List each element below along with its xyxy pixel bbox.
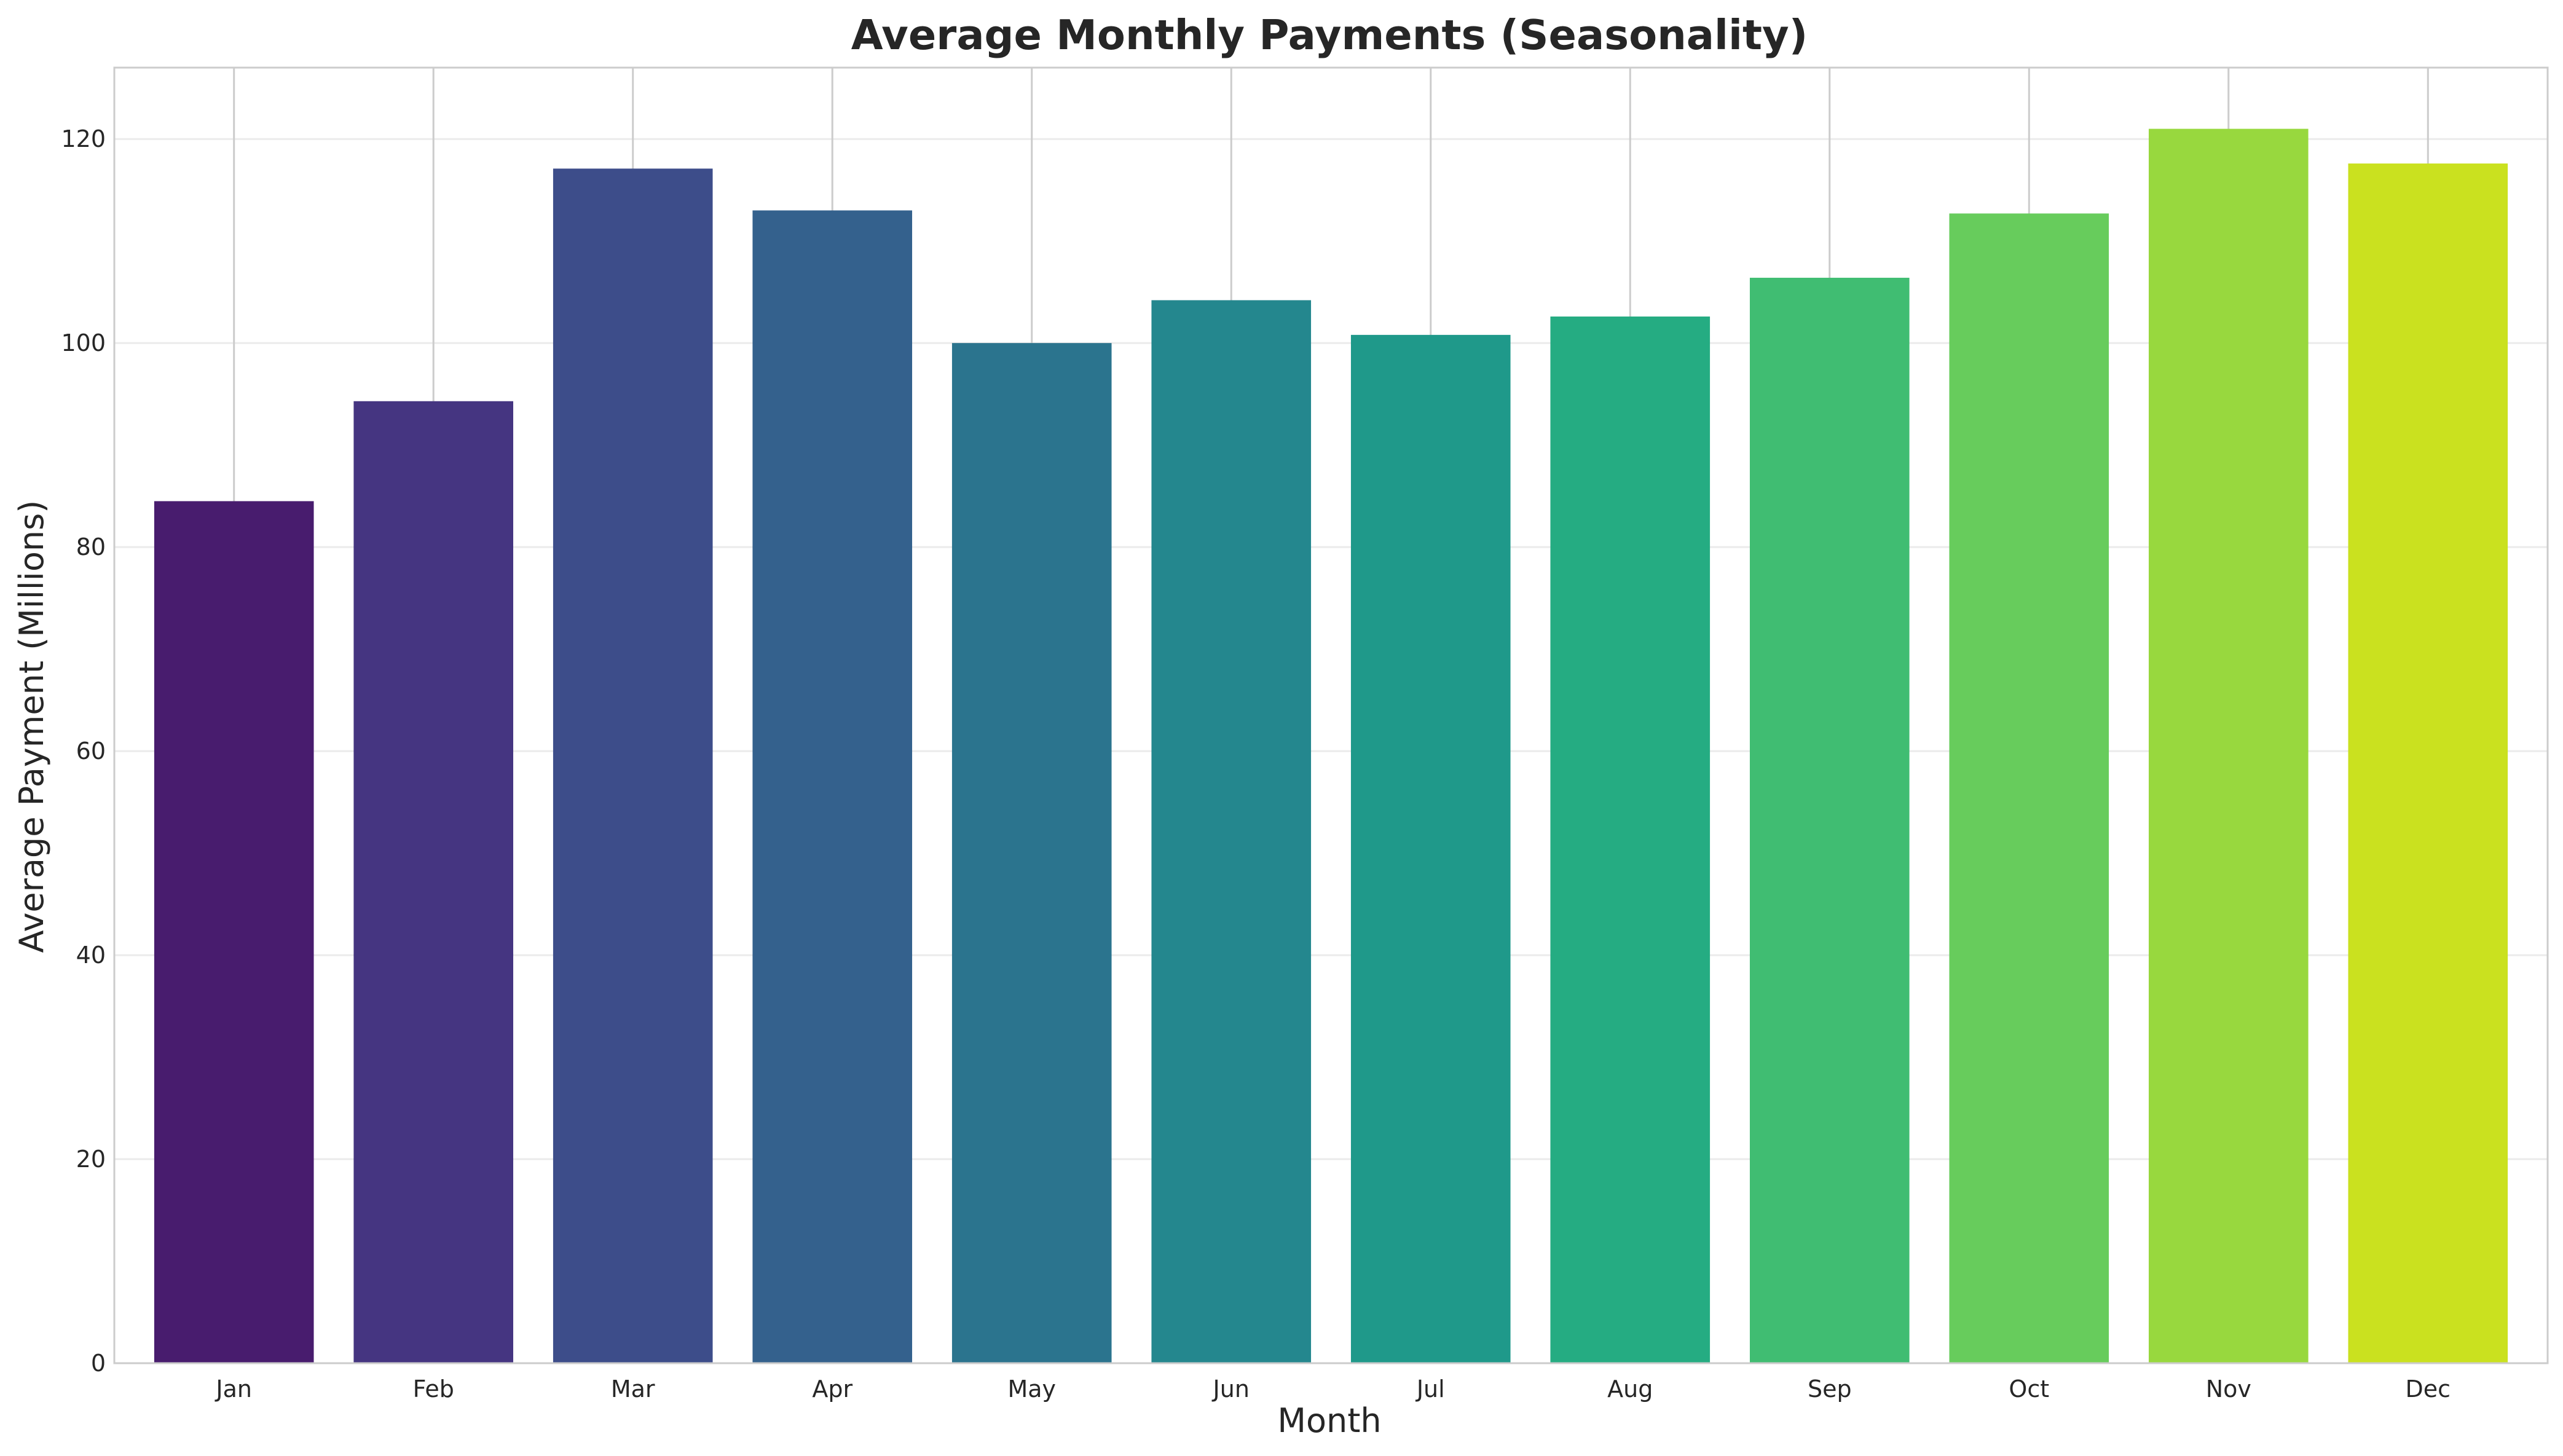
x-tick-label: Mar <box>611 1375 655 1403</box>
x-tick-label: Feb <box>413 1375 454 1403</box>
y-tick-label: 0 <box>91 1350 106 1377</box>
bar-aug <box>1550 317 1711 1363</box>
bar-nov <box>2148 128 2309 1363</box>
x-tick-label: Aug <box>1607 1375 1653 1403</box>
x-tick-label: Jun <box>1212 1375 1250 1403</box>
bar-jun <box>1151 300 1312 1363</box>
y-tick-label: 100 <box>61 329 106 356</box>
x-tick-label: Nov <box>2206 1375 2251 1403</box>
x-tick-label: Apr <box>812 1375 852 1403</box>
x-axis-label: Month <box>1277 1401 1381 1440</box>
bar-apr <box>752 210 913 1364</box>
x-tick-label: Sep <box>1808 1375 1852 1403</box>
bar-mar <box>553 168 713 1363</box>
bar-jul <box>1350 334 1511 1364</box>
bar-may <box>951 343 1112 1363</box>
y-axis-label: Average Payment (Millions) <box>12 500 51 953</box>
y-tick-label: 60 <box>76 738 106 765</box>
plot-area: 0 20 40 60 80 100 120 Jan Feb Mar Apr May Jun Jul Aug S… <box>61 66 2549 1403</box>
x-tick-label: Dec <box>2406 1375 2451 1403</box>
bar-feb <box>353 401 514 1363</box>
x-tick-label: May <box>1007 1375 1056 1403</box>
y-tick-label: 80 <box>76 533 106 561</box>
y-tick-label: 120 <box>61 125 106 152</box>
x-tick-label: Oct <box>2009 1375 2049 1403</box>
x-tick-label: Jan <box>215 1375 252 1403</box>
bar-sep <box>1749 277 1910 1364</box>
plot-frame <box>113 66 2549 1364</box>
y-tick-label: 20 <box>76 1146 106 1173</box>
bar-jan <box>154 501 314 1363</box>
bar-dec <box>2348 163 2508 1364</box>
y-tick-label: 40 <box>76 942 106 969</box>
plot-background <box>114 68 2548 1363</box>
bar-oct <box>1949 213 2109 1364</box>
x-tick-label: Jul <box>1415 1375 1445 1403</box>
chart-title: Average Monthly Payments (Seasonality) <box>851 11 1808 59</box>
